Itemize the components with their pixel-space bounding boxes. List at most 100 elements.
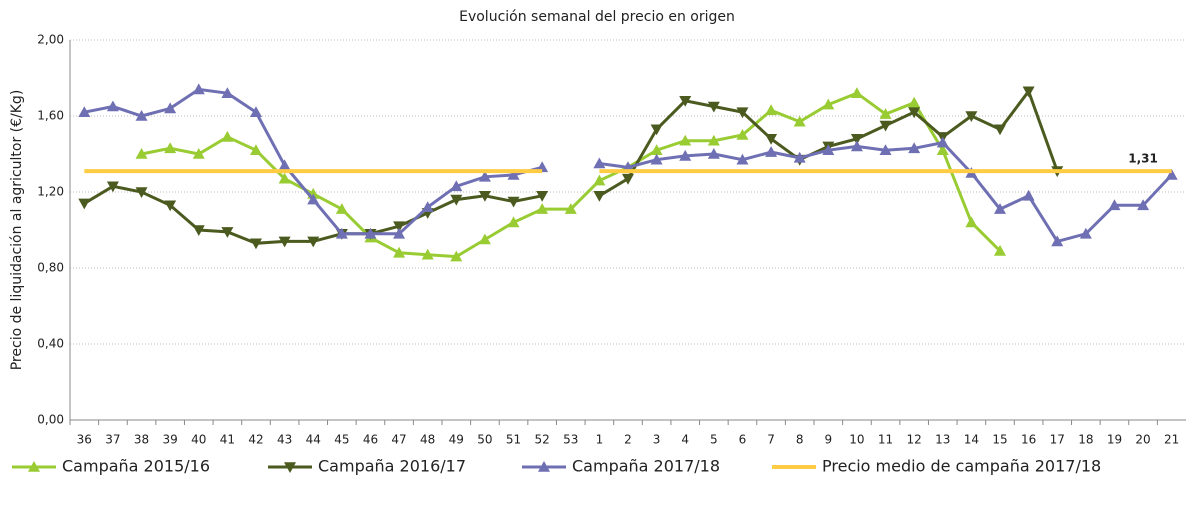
marker	[593, 157, 606, 169]
x-tick-label: 50	[477, 433, 492, 447]
marker	[507, 196, 520, 208]
x-tick-label: 36	[77, 433, 92, 447]
legend-marker	[284, 462, 296, 473]
marker	[421, 248, 434, 260]
marker	[679, 149, 692, 161]
marker	[1108, 199, 1121, 211]
x-tick-label: 43	[277, 433, 292, 447]
y-tick-label: 1,60	[37, 109, 64, 123]
marker	[1137, 199, 1150, 211]
x-tick-label: 2	[624, 433, 632, 447]
x-tick-label: 38	[134, 433, 149, 447]
marker	[507, 216, 520, 228]
marker	[450, 180, 463, 192]
marker	[679, 134, 692, 146]
legend-label: Campaña 2017/18	[572, 457, 720, 476]
marker	[450, 250, 463, 262]
x-tick-label: 14	[964, 433, 979, 447]
y-tick-label: 0,40	[37, 337, 64, 351]
marker	[536, 203, 549, 214]
marker	[164, 102, 177, 114]
marker	[450, 194, 463, 206]
x-tick-label: 52	[535, 433, 550, 447]
marker	[335, 203, 348, 214]
marker	[850, 87, 863, 98]
marker	[1022, 86, 1035, 98]
marker	[164, 200, 177, 212]
x-tick-label: 12	[907, 433, 922, 447]
x-tick-label: 4	[681, 433, 689, 447]
marker	[106, 100, 119, 112]
x-tick-label: 15	[992, 433, 1007, 447]
marker	[221, 130, 234, 142]
marker	[393, 227, 406, 239]
marker	[793, 151, 806, 163]
x-tick-label: 6	[739, 433, 747, 447]
marker	[707, 148, 720, 159]
marker	[1051, 235, 1064, 247]
x-tick-label: 18	[1078, 433, 1093, 447]
marker	[221, 87, 234, 98]
x-tick-label: 45	[334, 433, 349, 447]
x-tick-label: 40	[191, 433, 206, 447]
marker	[536, 191, 549, 202]
marker	[936, 136, 949, 148]
marker	[335, 227, 348, 239]
marker	[965, 111, 978, 122]
x-tick-label: 49	[449, 433, 464, 447]
marker	[192, 83, 205, 95]
data-label: 1,31	[1128, 152, 1158, 166]
x-tick-label: 11	[878, 433, 893, 447]
marker	[593, 174, 606, 186]
y-tick-label: 2,00	[37, 33, 64, 47]
x-tick-label: 46	[363, 433, 378, 447]
marker	[593, 191, 606, 202]
legend-marker	[538, 461, 550, 472]
x-tick-label: 20	[1135, 433, 1150, 447]
x-tick-label: 53	[563, 433, 578, 447]
x-tick-label: 17	[1050, 433, 1065, 447]
x-tick-label: 8	[796, 433, 804, 447]
marker	[478, 191, 491, 202]
marker	[135, 187, 148, 198]
marker	[307, 193, 320, 205]
marker	[421, 201, 434, 212]
marker	[106, 181, 119, 193]
x-tick-label: 19	[1107, 433, 1122, 447]
x-tick-label: 39	[163, 433, 178, 447]
marker	[736, 153, 749, 165]
marker	[192, 148, 205, 159]
marker	[765, 134, 778, 145]
y-axis-label: Precio de liquidación al agricultor (€/K…	[9, 90, 25, 371]
x-tick-label: 42	[248, 433, 263, 447]
marker	[707, 101, 720, 113]
marker	[278, 159, 291, 171]
x-tick-label: 13	[935, 433, 950, 447]
marker	[908, 96, 921, 108]
marker	[393, 246, 406, 258]
marker	[78, 198, 91, 210]
marker	[393, 221, 406, 233]
marker	[164, 142, 177, 154]
chart-title: Evolución semanal del precio en origen	[459, 9, 735, 25]
x-tick-label: 51	[506, 433, 521, 447]
marker	[192, 225, 205, 236]
marker	[1079, 227, 1092, 239]
x-tick-label: 47	[391, 433, 406, 447]
marker	[650, 153, 663, 165]
marker	[850, 140, 863, 152]
marker	[736, 107, 749, 119]
x-tick-label: 3	[653, 433, 661, 447]
marker	[736, 129, 749, 140]
y-tick-label: 0,80	[37, 261, 64, 275]
marker	[707, 134, 720, 146]
marker	[822, 98, 835, 110]
series-line	[141, 91, 1002, 259]
x-tick-label: 16	[1021, 433, 1036, 447]
marker	[650, 124, 663, 136]
marker	[994, 203, 1006, 214]
marker	[478, 233, 491, 245]
x-tick-label: 44	[306, 433, 321, 447]
marker	[879, 144, 892, 155]
x-tick-label: 21	[1164, 433, 1179, 447]
